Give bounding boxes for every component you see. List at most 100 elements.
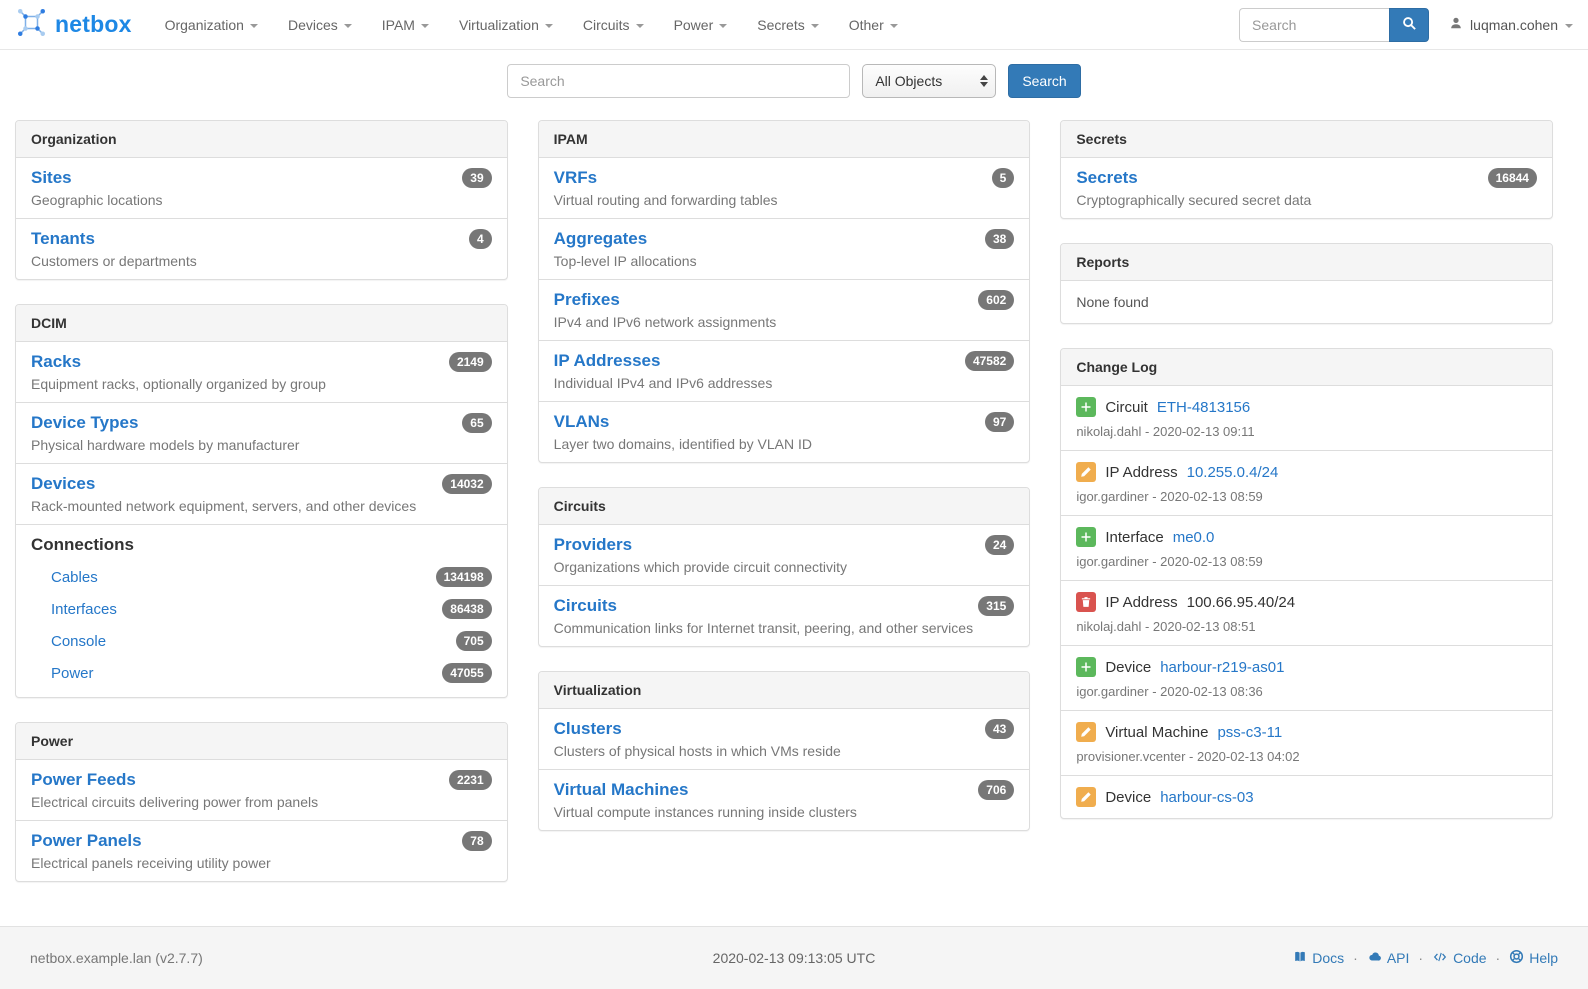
navbar-search-input[interactable] xyxy=(1239,7,1390,42)
link-vrfs[interactable]: VRFs xyxy=(553,168,598,187)
item-description: Communication links for Internet transit… xyxy=(553,620,974,636)
life-ring-icon xyxy=(1509,949,1524,967)
chevron-down-icon xyxy=(889,23,898,28)
link-virtual-machines[interactable]: Virtual Machines xyxy=(553,780,689,799)
count-badge: 47055 xyxy=(442,663,492,683)
menu-virtualization[interactable]: Virtualization xyxy=(444,0,568,50)
link-interfaces[interactable]: Interfaces xyxy=(51,600,117,618)
footer-link-help[interactable]: Help xyxy=(1509,949,1558,967)
username: luqman.cohen xyxy=(1470,16,1558,33)
item-description: Rack-mounted network equipment, servers,… xyxy=(31,498,417,514)
menu-other[interactable]: Other xyxy=(834,0,913,50)
item-description: Customers or departments xyxy=(31,253,197,269)
changelog-meta: igor.gardiner - 2020-02-13 08:36 xyxy=(1076,684,1263,699)
chevron-down-icon xyxy=(1565,23,1573,28)
item-description: Virtual routing and forwarding tables xyxy=(553,192,778,208)
navbar-search-button[interactable] xyxy=(1389,7,1430,42)
link-devices[interactable]: Devices xyxy=(31,474,96,493)
link-cables[interactable]: Cables xyxy=(51,568,98,586)
item-description: Electrical circuits delivering power fro… xyxy=(31,794,319,810)
panel-title: Virtualization xyxy=(538,672,1030,709)
link-providers[interactable]: Providers xyxy=(553,535,633,554)
object-type: Device xyxy=(1105,788,1152,806)
menu-secrets[interactable]: Secrets xyxy=(742,0,833,50)
link-racks[interactable]: Racks xyxy=(31,352,82,371)
global-search-input[interactable] xyxy=(507,64,851,98)
list-item: Secrets 16844 Cryptographically secured … xyxy=(1061,158,1552,218)
changelog-meta: nikolaj.dahl - 2020-02-13 08:51 xyxy=(1076,619,1256,634)
list-item: VRFs 5 Virtual routing and forwarding ta… xyxy=(539,158,1030,218)
count-badge: 4 xyxy=(468,229,492,249)
object-link[interactable]: harbour-r219-as01 xyxy=(1160,658,1285,676)
panel-title: Change Log xyxy=(1061,349,1552,386)
count-badge: 706 xyxy=(978,780,1015,800)
footer-link-api[interactable]: API xyxy=(1367,949,1409,967)
user-menu[interactable]: luqman.cohen xyxy=(1449,16,1573,33)
panel-reports: Reports None found xyxy=(1060,243,1553,324)
object-link[interactable]: harbour-cs-03 xyxy=(1160,788,1254,806)
netbox-brand-link[interactable]: netbox xyxy=(15,6,132,44)
menu-ipam[interactable]: IPAM xyxy=(367,0,444,50)
item-description: Top-level IP allocations xyxy=(553,253,697,269)
link-prefixes[interactable]: Prefixes xyxy=(553,290,620,309)
count-badge: 97 xyxy=(984,412,1015,432)
link-tenants[interactable]: Tenants xyxy=(31,229,95,248)
link-clusters[interactable]: Clusters xyxy=(553,719,622,738)
created-icon xyxy=(1076,527,1097,547)
link-aggregates[interactable]: Aggregates xyxy=(553,229,648,248)
brand-wordmark: netbox xyxy=(55,11,132,37)
list-item: Devices 14032 Rack-mounted network equip… xyxy=(16,463,507,524)
item-description: Physical hardware models by manufacturer xyxy=(31,437,300,453)
panel-title: DCIM xyxy=(16,305,507,342)
changelog-entry: Device harbour-r219-as01 igor.gardiner -… xyxy=(1061,645,1552,710)
cloud-icon xyxy=(1367,949,1382,967)
footer-link-code[interactable]: Code xyxy=(1432,950,1487,967)
navbar-search-group xyxy=(1239,7,1430,42)
search-scope-select[interactable]: All Objects xyxy=(862,64,997,98)
count-badge: 43 xyxy=(984,719,1015,739)
link-device-types[interactable]: Device Types xyxy=(31,413,139,432)
link-power-panels[interactable]: Power Panels xyxy=(31,831,142,850)
item-description: Individual IPv4 and IPv6 addresses xyxy=(553,375,773,391)
link-ip-addresses[interactable]: IP Addresses xyxy=(553,351,661,370)
footer-link-docs[interactable]: Docs xyxy=(1293,950,1344,967)
list-item: IP Addresses 47582 Individual IPv4 and I… xyxy=(538,340,1030,401)
link-console[interactable]: Console xyxy=(51,632,107,650)
global-search-button[interactable]: Search xyxy=(1008,64,1081,98)
panel-title: Circuits xyxy=(538,488,1030,525)
object-type: Device xyxy=(1105,658,1152,676)
object-link[interactable]: 10.255.0.4/24 xyxy=(1186,463,1279,481)
changelog-entry: Device harbour-cs-03 xyxy=(1061,775,1552,818)
link-vlans[interactable]: VLANs xyxy=(553,412,610,431)
changelog-entry: Virtual Machine pss-c3-11 provisioner.vc… xyxy=(1061,710,1552,775)
menu-circuits[interactable]: Circuits xyxy=(568,0,659,50)
link-power[interactable]: Power xyxy=(51,664,94,682)
object-link[interactable]: pss-c3-11 xyxy=(1217,723,1283,741)
link-power-feeds[interactable]: Power Feeds xyxy=(31,770,136,789)
panel-title: Power xyxy=(16,723,507,760)
connections-heading: Connections xyxy=(31,535,134,554)
list-item: Clusters 43 Clusters of physical hosts i… xyxy=(539,709,1030,769)
menu-devices[interactable]: Devices xyxy=(273,0,367,50)
object-link[interactable]: me0.0 xyxy=(1172,528,1215,546)
search-scope-value: All Objects xyxy=(875,73,943,89)
column-left: Organization Sites 39 Geographic locatio… xyxy=(15,120,508,906)
panel-secrets: Secrets Secrets 16844 Cryptographically … xyxy=(1060,120,1553,219)
object-link[interactable]: ETH-4813156 xyxy=(1156,398,1251,416)
count-badge: 315 xyxy=(978,596,1015,616)
menu-organization[interactable]: Organization xyxy=(150,0,273,50)
panel-organization: Organization Sites 39 Geographic locatio… xyxy=(15,120,508,280)
count-badge: 38 xyxy=(984,229,1015,249)
changelog-entry: IP Address 100.66.95.40/24 nikolaj.dahl … xyxy=(1061,580,1552,645)
link-secrets[interactable]: Secrets xyxy=(1076,168,1138,187)
count-badge: 5 xyxy=(991,168,1015,188)
edited-icon xyxy=(1076,787,1097,807)
link-sites[interactable]: Sites xyxy=(31,168,72,187)
count-badge: 65 xyxy=(462,413,492,433)
chevron-down-icon xyxy=(810,23,819,28)
dashboard-grid: Organization Sites 39 Geographic locatio… xyxy=(0,120,1588,926)
page-footer: netbox.example.lan (v2.7.7) 2020-02-13 0… xyxy=(0,926,1588,989)
list-item: VLANs 97 Layer two domains, identified b… xyxy=(538,401,1030,462)
menu-power[interactable]: Power xyxy=(659,0,743,50)
link-circuits[interactable]: Circuits xyxy=(553,596,617,615)
